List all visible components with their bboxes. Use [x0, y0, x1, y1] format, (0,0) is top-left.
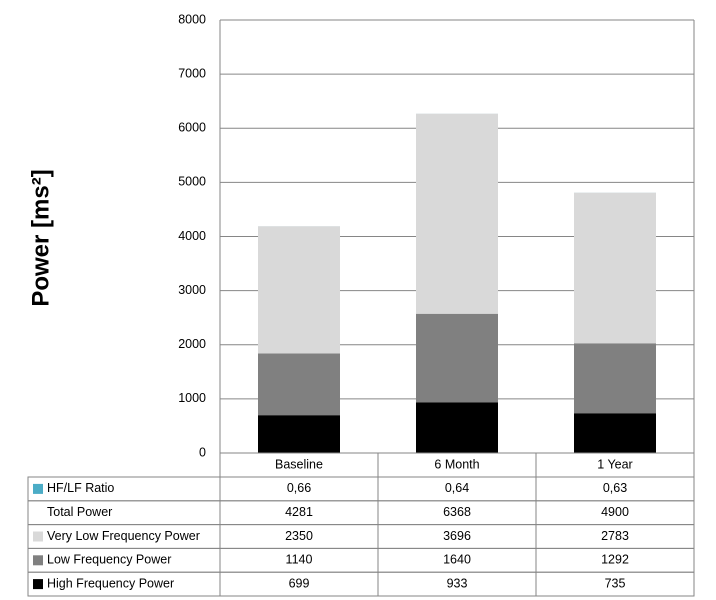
legend-label: HF/LF Ratio [47, 481, 114, 495]
table-value: 1292 [601, 553, 629, 567]
y-tick-label: 3000 [178, 283, 206, 297]
bar-segment [416, 113, 498, 314]
table-value: 699 [289, 576, 310, 590]
table-value: 933 [447, 576, 468, 590]
category-label: 6 Month [434, 457, 479, 471]
table-value: 2783 [601, 529, 629, 543]
y-tick-label: 5000 [178, 175, 206, 189]
bar-segment [574, 413, 656, 453]
y-axis-title: Power [ms²] [27, 169, 54, 306]
bar-segment [416, 313, 498, 403]
y-tick-label: 1000 [178, 391, 206, 405]
table-value: 4281 [285, 505, 313, 519]
table-value: 6368 [443, 505, 471, 519]
table-value: 1640 [443, 553, 471, 567]
y-tick-label: 8000 [178, 12, 206, 26]
bar-segment [416, 402, 498, 453]
table-value: 2350 [285, 529, 313, 543]
table-value: 0,63 [603, 481, 627, 495]
y-tick-label: 6000 [178, 121, 206, 135]
table-row-border [27, 476, 695, 502]
bar-segment [574, 192, 656, 344]
bar-segment [258, 415, 340, 453]
bar-segment [574, 343, 656, 414]
table-value: 0,64 [445, 481, 469, 495]
legend-marker [33, 555, 43, 566]
table-row-border [27, 571, 695, 597]
legend-marker [33, 483, 43, 494]
legend-label: Total Power [47, 505, 112, 519]
bar-segment [258, 226, 340, 354]
y-tick-label: 7000 [178, 66, 206, 80]
legend-label: High Frequency Power [47, 576, 174, 590]
y-tick-label: 4000 [178, 229, 206, 243]
y-tick-label: 2000 [178, 337, 206, 351]
table-value: 3696 [443, 529, 471, 543]
table-value: 4900 [601, 505, 629, 519]
legend-marker [33, 579, 43, 590]
category-label: 1 Year [597, 457, 632, 471]
table-value: 0,66 [287, 481, 311, 495]
table-row-border [27, 500, 695, 526]
table-value: 735 [605, 576, 626, 590]
legend-label: Very Low Frequency Power [47, 529, 200, 543]
bar-segment [258, 353, 340, 416]
y-tick-label: 0 [199, 445, 206, 459]
legend-marker [33, 531, 43, 542]
legend-label: Low Frequency Power [47, 553, 171, 567]
category-label: Baseline [275, 457, 323, 471]
table-value: 1140 [286, 553, 313, 567]
